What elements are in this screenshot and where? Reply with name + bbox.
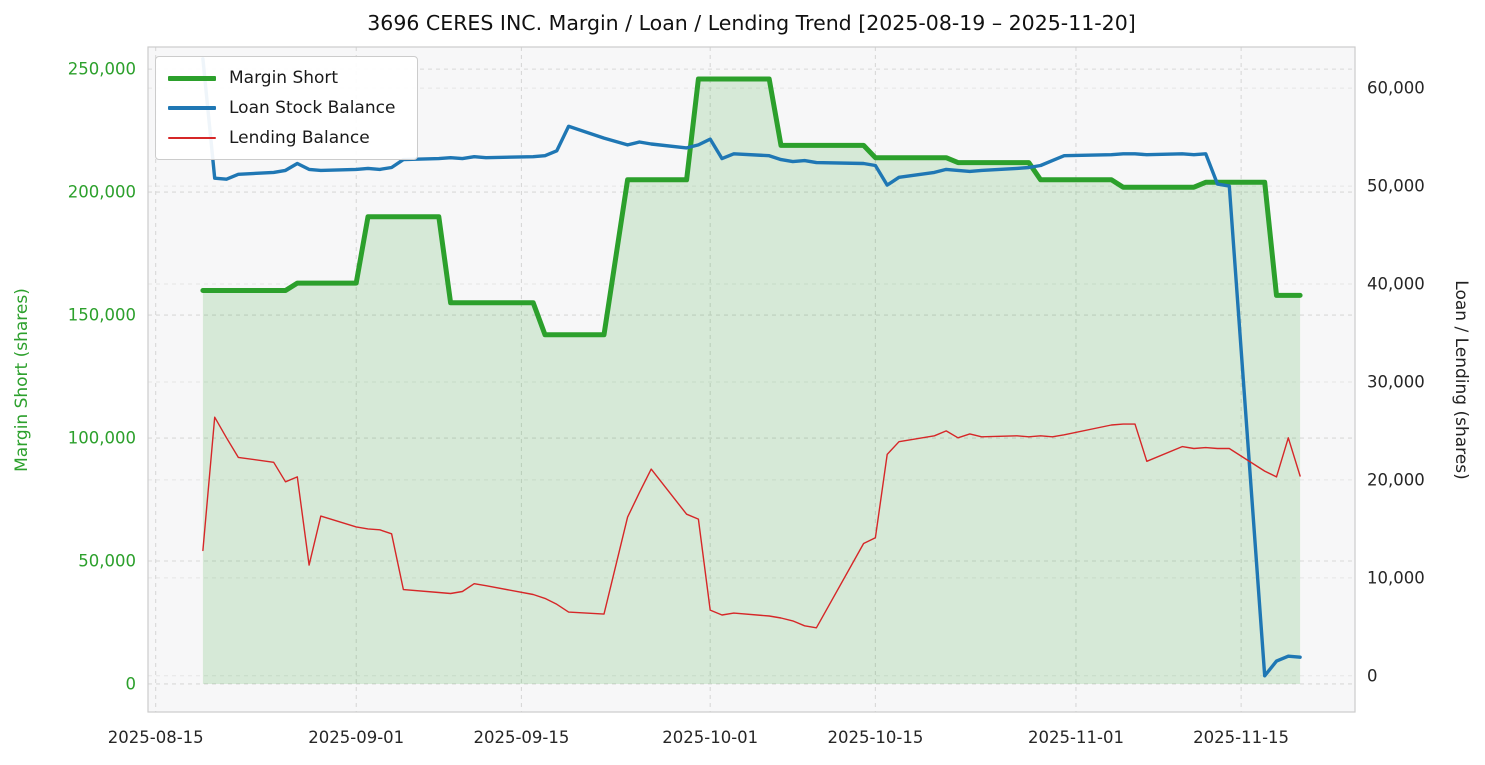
- y-right-tick-label: 10,000: [1367, 568, 1425, 587]
- legend: Margin Short Loan Stock Balance Lending …: [155, 56, 419, 160]
- y-right-tick-label: 60,000: [1367, 79, 1425, 98]
- x-tick-label: 2025-11-01: [1028, 728, 1124, 747]
- y-left-tick-label: 100,000: [68, 429, 136, 448]
- y-left-tick-label: 0: [126, 675, 137, 694]
- legend-label-margin-short: Margin Short: [229, 68, 339, 88]
- y-left-tick-label: 200,000: [68, 183, 136, 202]
- x-tick-label: 2025-09-15: [473, 728, 569, 747]
- chart-title: 3696 CERES INC. Margin / Loan / Lending …: [367, 11, 1136, 35]
- y-right-tick-label: 40,000: [1367, 275, 1425, 294]
- y-right-tick-label: 50,000: [1367, 177, 1425, 196]
- lending-balance-line-swatch: [168, 137, 216, 139]
- x-tick-label: 2025-09-01: [308, 728, 404, 747]
- y-left-tick-label: 250,000: [68, 60, 136, 79]
- y-right-tick-label: 30,000: [1367, 372, 1425, 391]
- y-right-tick-label: 0: [1367, 666, 1378, 685]
- x-tick-label: 2025-10-01: [662, 728, 758, 747]
- x-tick-label: 2025-10-15: [827, 728, 923, 747]
- legend-label-lending-balance: Lending Balance: [229, 128, 370, 148]
- x-tick-label: 2025-11-15: [1193, 728, 1289, 747]
- legend-item-loan-stock-balance: Loan Stock Balance: [168, 97, 395, 119]
- legend-item-lending-balance: Lending Balance: [168, 127, 395, 149]
- lending-balance-line: [202, 416, 1301, 629]
- y-right-tick-label: 20,000: [1367, 470, 1425, 489]
- margin-short-line-swatch: [168, 75, 216, 81]
- plot-frame: [147, 46, 1356, 713]
- y-left-tick-label: 50,000: [78, 552, 136, 571]
- loan-stock-balance-line: [201, 57, 1302, 678]
- legend-label-loan-stock-balance: Loan Stock Balance: [229, 98, 396, 118]
- margin-short-line: [200, 76, 1303, 338]
- margin-short-area: [202, 79, 1301, 684]
- x-tick-label: 2025-08-15: [108, 728, 204, 747]
- legend-item-margin-short: Margin Short: [168, 67, 395, 89]
- loan-stock-balance-line-swatch: [168, 106, 216, 110]
- y-left-tick-label: 150,000: [68, 306, 136, 325]
